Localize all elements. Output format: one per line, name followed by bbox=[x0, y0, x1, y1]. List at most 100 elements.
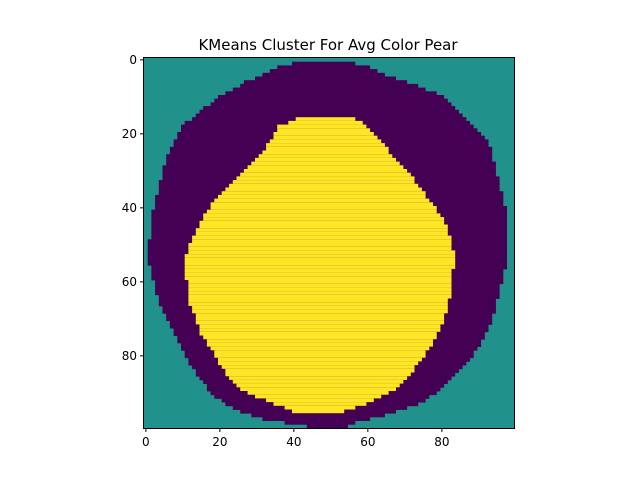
cluster-core-row bbox=[210, 346, 430, 351]
cluster-core-row bbox=[184, 265, 456, 270]
cluster-ring-row bbox=[243, 80, 408, 85]
x-tick-label: 40 bbox=[286, 435, 301, 449]
cluster-core-row bbox=[214, 198, 430, 203]
y-tick-label: 40 bbox=[122, 201, 137, 215]
cluster-core-row bbox=[218, 194, 426, 199]
cluster-core-row bbox=[277, 124, 367, 129]
cluster-core-row bbox=[203, 335, 437, 340]
x-tick-label: 0 bbox=[142, 435, 150, 449]
cluster-core-row bbox=[240, 172, 411, 177]
cluster-core-row bbox=[192, 235, 452, 240]
cluster-core-row bbox=[188, 243, 452, 248]
cluster-core-row bbox=[206, 339, 433, 344]
x-axis: 0 20 40 60 80 bbox=[142, 428, 449, 449]
cluster-core-row bbox=[203, 213, 441, 218]
y-tick-label: 0 bbox=[129, 53, 137, 67]
cluster-ring-row bbox=[284, 420, 356, 425]
cluster-core-row bbox=[273, 132, 374, 137]
x-tick-label: 20 bbox=[212, 435, 227, 449]
cluster-core-row bbox=[295, 117, 356, 122]
cluster-core-row bbox=[284, 405, 356, 410]
cluster-core-row bbox=[188, 280, 452, 285]
cluster-core-row bbox=[188, 298, 448, 303]
cluster-core-row bbox=[214, 354, 426, 359]
cluster-core-row bbox=[262, 150, 389, 155]
cluster-core-row bbox=[277, 128, 371, 133]
cluster-ring-row bbox=[262, 72, 385, 77]
cluster-core-row bbox=[218, 361, 419, 366]
heatmap-image bbox=[144, 58, 515, 429]
cluster-core-row bbox=[206, 342, 433, 347]
cluster-core-row bbox=[199, 331, 437, 336]
cluster-core-row bbox=[199, 224, 448, 229]
cluster-core-row bbox=[203, 217, 445, 222]
cluster-core-row bbox=[236, 176, 415, 181]
cluster-ring-row bbox=[277, 65, 371, 70]
cluster-core-row bbox=[184, 268, 452, 273]
cluster-ring-row bbox=[203, 106, 456, 111]
cluster-core-row bbox=[199, 324, 441, 329]
cluster-core-row bbox=[266, 146, 389, 151]
cluster-core-row bbox=[225, 372, 411, 377]
cluster-core-row bbox=[232, 379, 404, 384]
cluster-core-row bbox=[214, 350, 426, 355]
y-tick-label: 80 bbox=[122, 349, 137, 363]
cluster-core-row bbox=[192, 239, 452, 244]
cluster-core-row bbox=[221, 365, 415, 370]
cluster-core-row bbox=[288, 120, 363, 125]
cluster-ring-row bbox=[199, 109, 459, 114]
x-tick-label: 80 bbox=[434, 435, 449, 449]
cluster-core-row bbox=[188, 287, 452, 292]
cluster-ring-row bbox=[292, 61, 356, 66]
cluster-core-row bbox=[225, 368, 415, 373]
cluster-core-row bbox=[210, 202, 433, 207]
cluster-core-row bbox=[184, 276, 452, 281]
cluster-core-row bbox=[184, 254, 456, 259]
cluster-ring-row bbox=[232, 87, 426, 92]
cluster-ring-row bbox=[262, 416, 371, 421]
cluster-core-row bbox=[240, 387, 396, 392]
y-tick-label: 60 bbox=[122, 275, 137, 289]
cluster-ring-row bbox=[269, 69, 378, 74]
cluster-ring-row bbox=[225, 91, 437, 96]
cluster-ring-row bbox=[306, 424, 348, 429]
cluster-core-row bbox=[188, 250, 456, 255]
cluster-core-row bbox=[266, 143, 385, 148]
cluster-core-row bbox=[199, 220, 445, 225]
y-axis: 0 20 40 60 80 bbox=[122, 53, 144, 363]
cluster-core-row bbox=[195, 231, 448, 236]
cluster-core-row bbox=[184, 257, 456, 262]
plot-frame bbox=[143, 57, 515, 429]
cluster-core-row bbox=[192, 309, 448, 314]
cluster-core-row bbox=[195, 313, 445, 318]
cluster-core-row bbox=[184, 272, 452, 277]
cluster-core-row bbox=[188, 294, 452, 299]
cluster-core-row bbox=[273, 135, 378, 140]
cluster-ring-row bbox=[210, 102, 452, 107]
cluster-core-row bbox=[199, 328, 441, 333]
cluster-core-row bbox=[221, 191, 426, 196]
cluster-ring-row bbox=[195, 113, 463, 118]
cluster-core-row bbox=[229, 183, 419, 188]
cluster-core-row bbox=[269, 139, 382, 144]
cluster-core-row bbox=[229, 376, 408, 381]
cluster-ring-row bbox=[240, 83, 419, 88]
cluster-core-row bbox=[188, 291, 452, 296]
chart-title: KMeans Cluster For Avg Color Pear bbox=[198, 36, 458, 54]
cluster-core-row bbox=[251, 161, 400, 166]
cluster-core-row bbox=[188, 283, 452, 288]
cluster-core-row bbox=[195, 317, 445, 322]
cluster-core-row bbox=[192, 305, 448, 310]
cluster-core-row bbox=[273, 402, 367, 407]
cluster-core-row bbox=[236, 383, 400, 388]
cluster-core-row bbox=[184, 261, 456, 266]
cluster-core-row bbox=[232, 180, 415, 185]
cluster-core-row bbox=[188, 302, 448, 307]
cluster-core-row bbox=[266, 398, 374, 403]
cluster-ring-row bbox=[255, 76, 396, 81]
cluster-ring-row bbox=[218, 95, 445, 100]
cluster-core-row bbox=[247, 165, 404, 170]
cluster-ring-row bbox=[214, 98, 448, 103]
x-tick-label: 60 bbox=[360, 435, 375, 449]
